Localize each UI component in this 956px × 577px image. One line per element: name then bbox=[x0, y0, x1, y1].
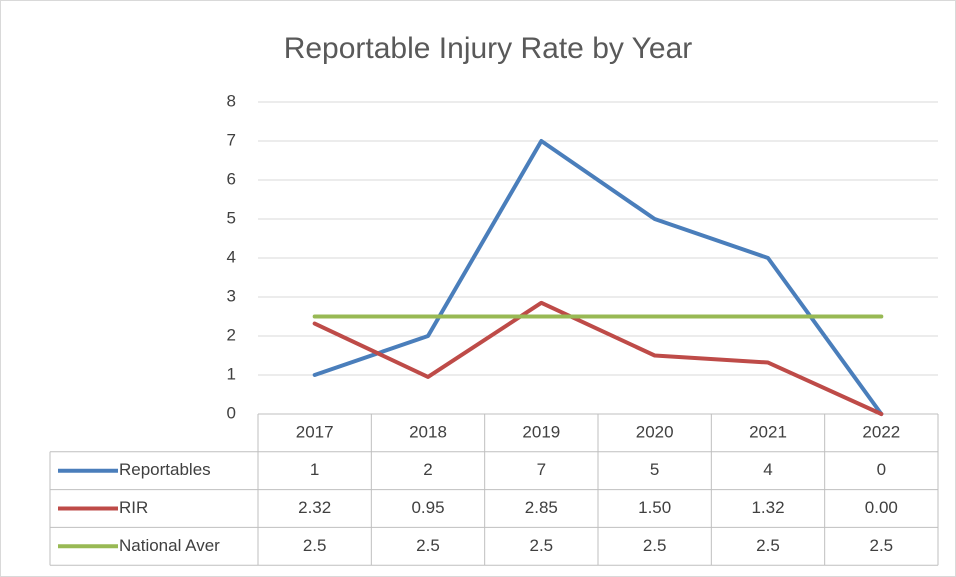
table-value: 0.00 bbox=[865, 498, 898, 517]
table-value: 2.32 bbox=[298, 498, 331, 517]
table-value: 0 bbox=[877, 460, 886, 479]
legend-label: Reportables bbox=[119, 460, 211, 479]
table-value: 5 bbox=[650, 460, 659, 479]
table-value: 1.32 bbox=[751, 498, 784, 517]
table-value: 2.5 bbox=[416, 536, 440, 555]
table-value: 2.5 bbox=[303, 536, 327, 555]
table-value: 7 bbox=[537, 460, 546, 479]
y-tick-label: 8 bbox=[227, 91, 236, 110]
y-tick-label: 6 bbox=[227, 169, 236, 188]
table-value: 2.5 bbox=[530, 536, 554, 555]
table-value: 2.5 bbox=[643, 536, 667, 555]
table-value: 1 bbox=[310, 460, 319, 479]
x-tick-label: 2022 bbox=[862, 422, 900, 441]
y-tick-label: 2 bbox=[227, 325, 236, 344]
series-line bbox=[312, 139, 884, 416]
y-tick-label: 7 bbox=[227, 130, 236, 149]
table-value: 4 bbox=[763, 460, 772, 479]
legend-label: RIR bbox=[119, 498, 148, 517]
legend-label: National Aver bbox=[119, 536, 220, 555]
chart-title: Reportable Injury Rate by Year bbox=[284, 32, 693, 65]
y-tick-label: 1 bbox=[227, 364, 236, 383]
y-tick-label: 4 bbox=[227, 247, 236, 266]
x-tick-label: 2021 bbox=[749, 422, 787, 441]
y-tick-label: 0 bbox=[227, 403, 236, 422]
table-value: 1.50 bbox=[638, 498, 671, 517]
y-tick-label: 3 bbox=[227, 286, 236, 305]
x-tick-label: 2018 bbox=[409, 422, 447, 441]
y-tick-label: 5 bbox=[227, 208, 236, 227]
table-value: 2.5 bbox=[870, 536, 894, 555]
x-tick-label: 2017 bbox=[296, 422, 334, 441]
table-value: 2.85 bbox=[525, 498, 558, 517]
x-tick-label: 2019 bbox=[522, 422, 560, 441]
x-tick-label: 2020 bbox=[636, 422, 674, 441]
series-line bbox=[312, 300, 884, 416]
table-value: 0.95 bbox=[411, 498, 444, 517]
table-value: 2 bbox=[423, 460, 432, 479]
table-value: 2.5 bbox=[756, 536, 780, 555]
